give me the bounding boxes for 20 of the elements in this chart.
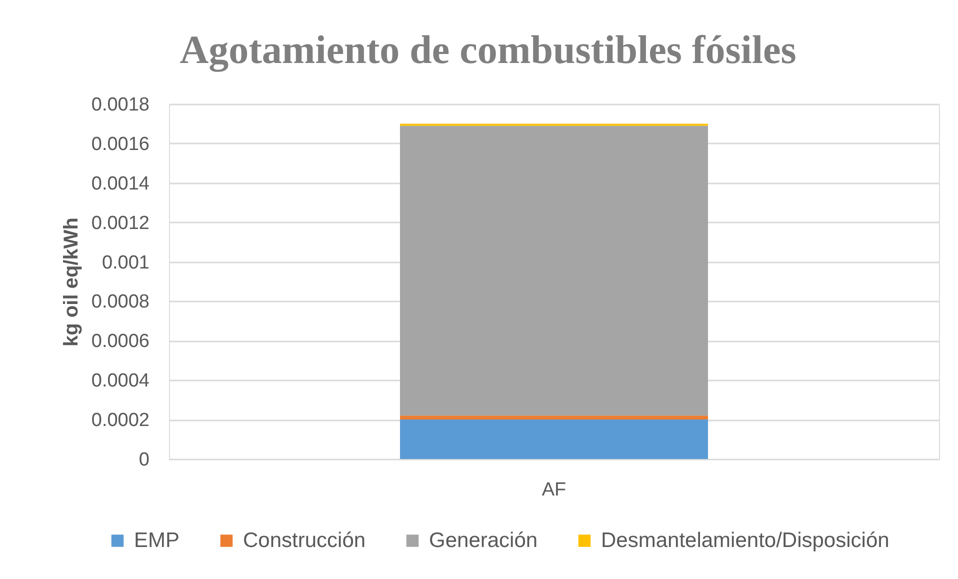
- y-tick-label: 0.0012: [91, 212, 150, 234]
- x-tick-label: AF: [542, 480, 566, 500]
- y-axis-title: kg oil eq/kWh: [60, 218, 82, 346]
- bar: [400, 126, 708, 416]
- legend-label: EMP: [134, 528, 180, 552]
- y-tick-label: 0.0006: [91, 331, 150, 352]
- legend-label: Construcción: [243, 528, 366, 552]
- y-tick-label: 0: [138, 450, 150, 470]
- bar: [400, 416, 708, 420]
- legend-label: Desmantelamiento/Disposición: [601, 528, 890, 552]
- y-tick-label: 0.0018: [91, 94, 150, 116]
- y-tick-label: 0.0014: [91, 173, 150, 194]
- y-tick-label: 0.001: [102, 252, 150, 274]
- y-tick-label: 0.0004: [91, 370, 150, 392]
- y-tick-label: 0.0008: [91, 292, 150, 313]
- chart-title: Agotamiento de combustibles fósiles: [180, 27, 796, 72]
- legend-label: Generación: [429, 528, 538, 552]
- bar: [400, 420, 708, 459]
- y-tick-label: 0.0016: [91, 134, 150, 155]
- y-tick-label: 0.0002: [91, 410, 150, 432]
